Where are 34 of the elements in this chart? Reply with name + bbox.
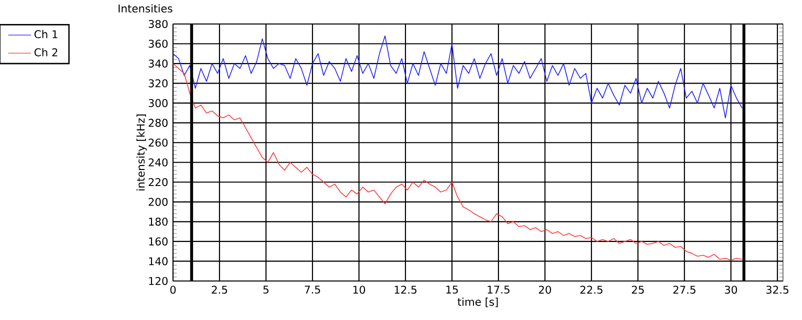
y-tick-label: 160 [149, 237, 168, 246]
y-tick-label: 200 [148, 198, 168, 206]
x-axis-title: time [s] [458, 298, 498, 308]
y-tick-label: 240 [148, 158, 168, 166]
legend-label: Ch 1 [34, 30, 58, 38]
x-tick-label: 17.5 [488, 286, 510, 294]
y-tick-label: 300 [148, 99, 168, 108]
y-tick-label: 380 [148, 20, 168, 28]
x-tick-label: 30 [724, 286, 738, 294]
y-tick-label: 340 [148, 59, 168, 68]
x-tick-label: 12.5 [394, 286, 416, 294]
x-tick-label: 32.5 [766, 286, 788, 294]
x-tick-label: 20 [538, 286, 552, 294]
x-tick-label: 0 [170, 286, 176, 294]
y-tick-label: 120 [149, 276, 168, 286]
x-tick-label: 22.5 [580, 286, 602, 294]
y-tick-label: 140 [149, 257, 168, 266]
x-tick-label: 25 [632, 286, 644, 294]
x-tick-label: 7.5 [304, 286, 320, 294]
x-tick-label: 10 [353, 286, 366, 294]
y-tick-label: 220 [148, 178, 168, 186]
x-tick-label: 15 [446, 286, 458, 294]
y-axis-title: intensity [kHz] [136, 114, 147, 190]
legend-label: Ch 2 [34, 48, 58, 56]
y-tick-label: 180 [149, 218, 168, 226]
y-tick-label: 260 [148, 138, 168, 147]
line-series [173, 35, 742, 118]
chart-title: Intensities [118, 4, 172, 13]
y-tick-label: 360 [148, 40, 168, 48]
x-tick-label: 27.5 [673, 286, 696, 294]
x-tick-label: 5 [263, 286, 268, 294]
x-tick-label: 2.5 [212, 286, 228, 294]
y-tick-label: 320 [148, 79, 168, 88]
y-tick-label: 280 [148, 118, 168, 127]
